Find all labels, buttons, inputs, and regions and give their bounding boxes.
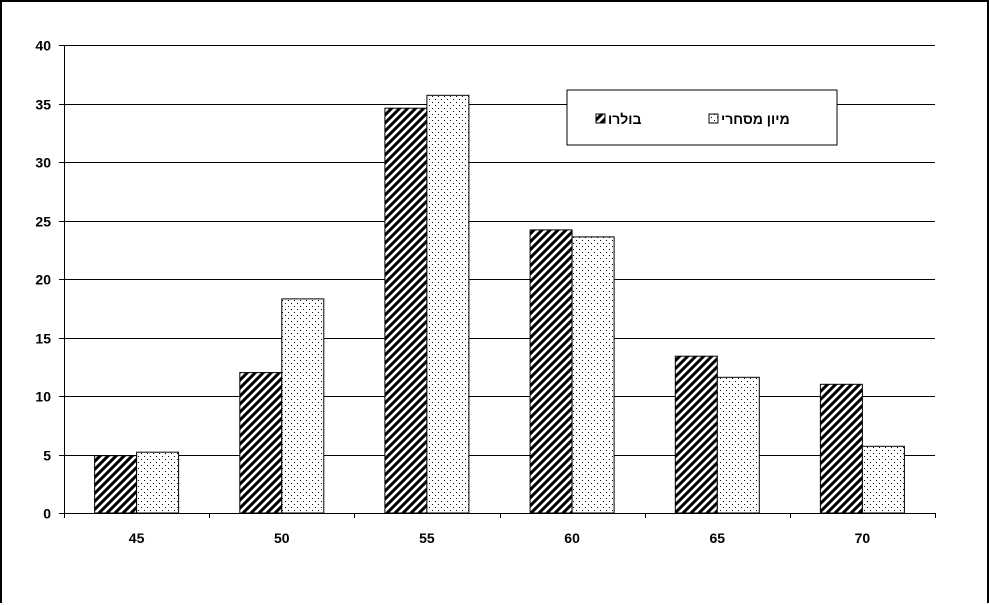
- bar-series-2-65: [716, 376, 760, 514]
- y-tick-label-0: 0: [43, 506, 51, 522]
- legend-item-series-1: בולרו: [595, 111, 642, 127]
- bar-series-2-45: [136, 451, 180, 514]
- bar-series-1-50: [239, 372, 283, 514]
- y-tick-label-35: 35: [35, 97, 51, 113]
- y-tick-label-10: 10: [35, 389, 51, 405]
- y-tick-label-25: 25: [35, 214, 51, 230]
- legend-label-series-1: בולרו: [608, 111, 642, 127]
- bar-series-2-50: [281, 298, 325, 514]
- bar-series-1-55: [384, 107, 428, 514]
- x-tick-label-65: 65: [710, 530, 726, 546]
- legend-item-series-2: מיון מסחרי: [708, 111, 790, 127]
- y-tick-label-20: 20: [35, 272, 51, 288]
- legend-label-series-2: מיון מסחרי: [721, 111, 790, 127]
- y-tick-label-5: 5: [43, 448, 51, 464]
- gridlines: [64, 45, 935, 456]
- bar-series-2-55: [426, 94, 470, 514]
- axes: [59, 45, 936, 518]
- bar-series-2-60: [571, 236, 615, 514]
- y-tick-label-30: 30: [35, 155, 51, 171]
- bar-series-1-70: [819, 383, 863, 514]
- x-tick-label-45: 45: [129, 530, 145, 546]
- x-tick-label-70: 70: [855, 530, 871, 546]
- legend-box: [566, 89, 838, 146]
- bar-series-1-45: [94, 455, 138, 514]
- y-tick-label-15: 15: [35, 331, 51, 347]
- x-tick-label-55: 55: [419, 530, 435, 546]
- legend-swatch-series-1: [595, 113, 606, 124]
- x-tick-label-60: 60: [564, 530, 580, 546]
- legend-swatch-series-2: [708, 113, 719, 124]
- bar-series-1-65: [674, 355, 718, 514]
- bar-series-1-60: [529, 229, 573, 514]
- bar-series-2-70: [861, 445, 905, 514]
- legend: בולרו מיון מסחרי: [566, 89, 838, 146]
- x-tick-label-50: 50: [274, 530, 290, 546]
- y-tick-label-40: 40: [35, 38, 51, 54]
- bars: [94, 94, 905, 514]
- tick-labels: 0 5 10 15 20 25 30 35 40 45 50 55 60 65 70: [35, 38, 870, 547]
